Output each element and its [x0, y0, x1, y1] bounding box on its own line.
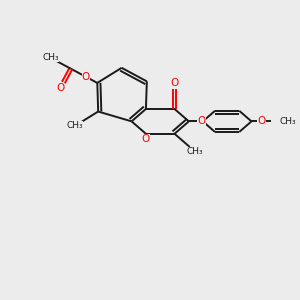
Text: O: O: [257, 116, 266, 126]
Text: O: O: [56, 82, 65, 93]
Text: O: O: [142, 134, 150, 144]
Text: CH₃: CH₃: [280, 117, 296, 126]
Text: O: O: [170, 78, 179, 88]
Text: CH₃: CH₃: [187, 147, 203, 156]
Text: CH₃: CH₃: [42, 53, 59, 62]
Text: CH₃: CH₃: [67, 121, 83, 130]
Text: O: O: [198, 116, 206, 126]
Text: O: O: [82, 72, 90, 82]
